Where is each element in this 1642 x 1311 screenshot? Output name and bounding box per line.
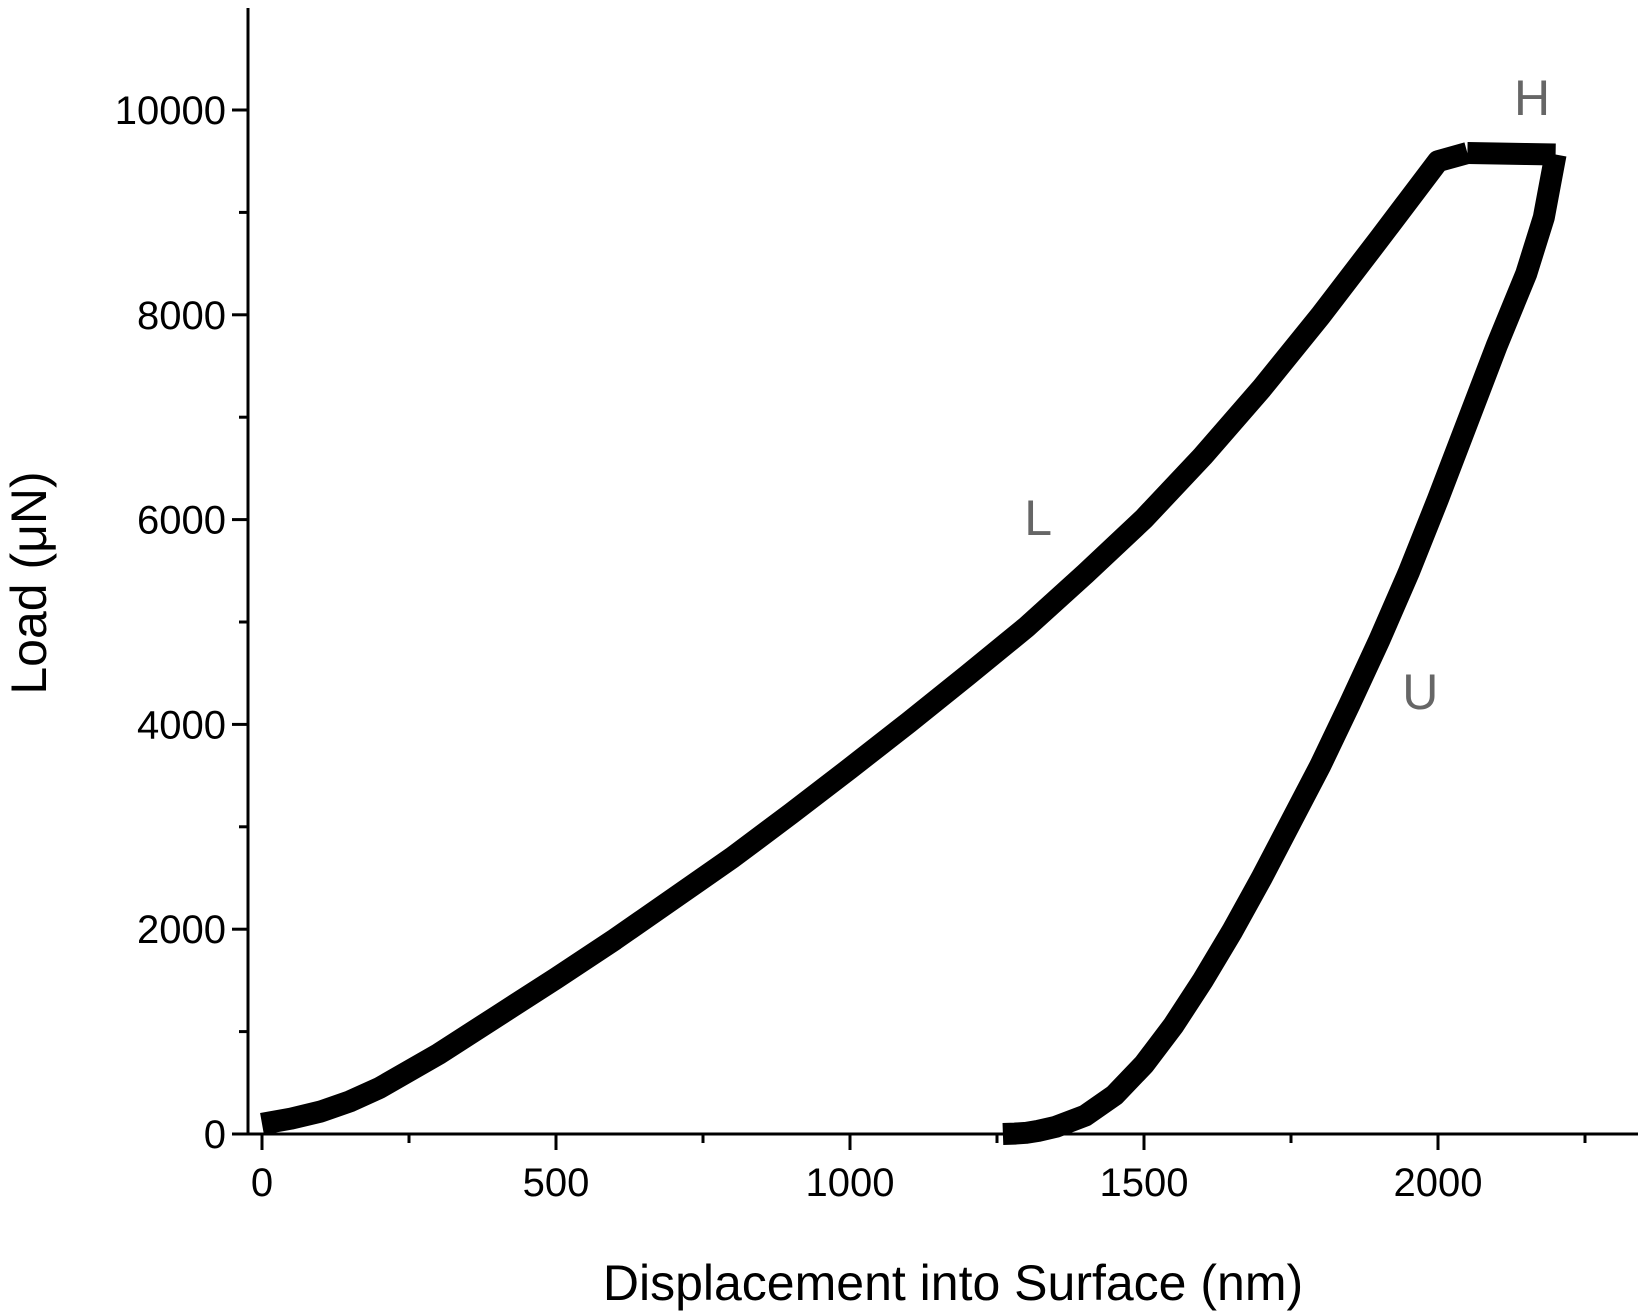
- x-tick-label: 2000: [1394, 1161, 1483, 1205]
- x-tick-label: 1500: [1100, 1161, 1189, 1205]
- ticks: [232, 108, 1587, 1150]
- x-tick-label: 1000: [806, 1161, 895, 1205]
- hold-segment: [1467, 142, 1556, 166]
- x-tick-label: 0: [251, 1161, 273, 1205]
- y-tick-label: 8000: [137, 294, 226, 338]
- annotation-l: L: [1024, 490, 1052, 546]
- annotation-h: H: [1514, 70, 1550, 126]
- curves: [260, 142, 1567, 1145]
- annotations: H L U: [1024, 70, 1550, 720]
- y-tick-label: 2000: [137, 908, 226, 952]
- x-axis-title: Displacement into Surface (nm): [603, 1255, 1303, 1311]
- y-tick-label: 10000: [115, 89, 226, 133]
- y-tick-label: 6000: [137, 499, 226, 543]
- y-tick-label: 0: [204, 1113, 226, 1157]
- axes: [246, 8, 1638, 1136]
- x-tick-label: 500: [523, 1161, 590, 1205]
- loading-curve: [260, 142, 1471, 1135]
- y-axis-title: Load (μN): [1, 471, 57, 694]
- annotation-u: U: [1402, 664, 1438, 720]
- tick-labels: 0 500 1000 1500 2000 0 2000 4000 6000 8000 10000: [115, 89, 1483, 1205]
- y-tick-label: 4000: [137, 703, 226, 747]
- unloading-curve: [1002, 152, 1567, 1145]
